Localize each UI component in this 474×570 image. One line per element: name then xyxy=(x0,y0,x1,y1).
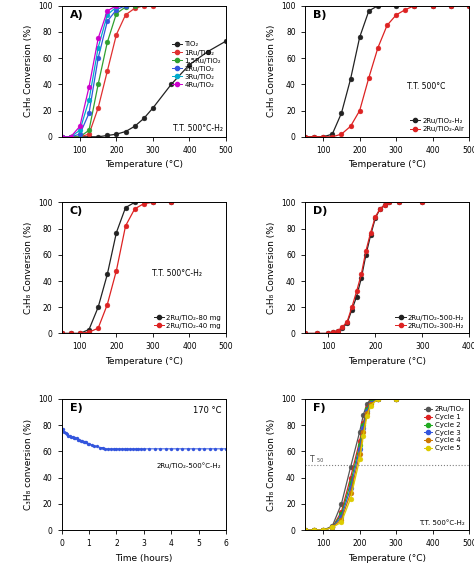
Text: D): D) xyxy=(313,206,328,216)
X-axis label: Temperature (°C): Temperature (°C) xyxy=(105,357,183,366)
Text: T.T. 500°C-H₂: T.T. 500°C-H₂ xyxy=(419,520,465,526)
X-axis label: Temperature (°C): Temperature (°C) xyxy=(105,160,183,169)
Y-axis label: C₃H₈ Conversion (%): C₃H₈ Conversion (%) xyxy=(24,222,33,314)
Text: E): E) xyxy=(70,403,82,413)
Text: B): B) xyxy=(313,10,327,19)
Y-axis label: C₃H₈ Conversion (%): C₃H₈ Conversion (%) xyxy=(267,418,276,511)
Text: T ₅₀: T ₅₀ xyxy=(310,455,323,464)
Text: A): A) xyxy=(70,10,83,19)
Text: F): F) xyxy=(313,403,326,413)
Text: C): C) xyxy=(70,206,83,216)
Text: 2Ru/TiO₂-500°C-H₂: 2Ru/TiO₂-500°C-H₂ xyxy=(156,462,221,469)
Legend: TiO₂, 1Ru/TiO₂, 1.5Ru/TiO₂, 2Ru/TiO₂, 3Ru/TiO₂, 4Ru/TiO₂: TiO₂, 1Ru/TiO₂, 1.5Ru/TiO₂, 2Ru/TiO₂, 3R… xyxy=(171,40,222,89)
X-axis label: Temperature (°C): Temperature (°C) xyxy=(348,160,426,169)
Y-axis label: C₃H₈ Conversion (%): C₃H₈ Conversion (%) xyxy=(267,25,276,117)
Text: T.T. 500°C-H₂: T.T. 500°C-H₂ xyxy=(173,124,223,133)
Text: T.T. 500°C-H₂: T.T. 500°C-H₂ xyxy=(152,270,202,278)
Legend: 2Ru/TiO₂-500-H₂, 2Ru/TiO₂-300-H₂: 2Ru/TiO₂-500-H₂, 2Ru/TiO₂-300-H₂ xyxy=(394,313,466,330)
X-axis label: Temperature (°C): Temperature (°C) xyxy=(348,357,426,366)
Y-axis label: C₃H₈ conversion (%): C₃H₈ conversion (%) xyxy=(24,419,33,510)
Y-axis label: C₃H₈ Conversion (%): C₃H₈ Conversion (%) xyxy=(24,25,33,117)
Legend: 2Ru/TiO₂-H₂, 2Ru/TiO₂-Air: 2Ru/TiO₂-H₂, 2Ru/TiO₂-Air xyxy=(409,116,466,133)
Text: 170 °C: 170 °C xyxy=(192,406,221,414)
Text: T.T. 500°C: T.T. 500°C xyxy=(407,82,445,91)
Legend: 2Ru/TiO₂-80 mg, 2Ru/TiO₂-40 mg: 2Ru/TiO₂-80 mg, 2Ru/TiO₂-40 mg xyxy=(153,313,222,330)
X-axis label: Time (hours): Time (hours) xyxy=(115,553,173,563)
Legend: 2Ru/TiO₂, Cycle 1, Cycle 2, Cycle 3, Cycle 4, Cycle 5: 2Ru/TiO₂, Cycle 1, Cycle 2, Cycle 3, Cyc… xyxy=(423,405,466,453)
X-axis label: Temperature (°C): Temperature (°C) xyxy=(348,553,426,563)
Y-axis label: C₃H₈ Conversion (%): C₃H₈ Conversion (%) xyxy=(267,222,276,314)
